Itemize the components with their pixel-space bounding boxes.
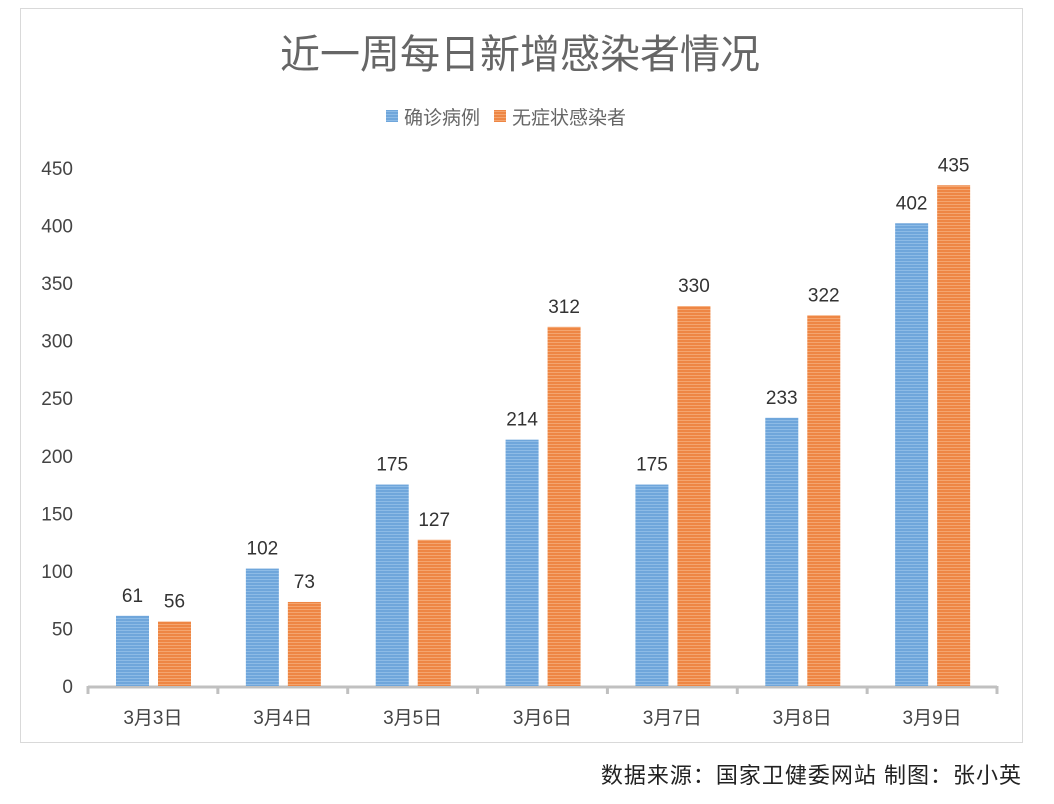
data-label: 56 [164, 592, 185, 613]
y-tick-label: 450 [41, 159, 73, 180]
legend-label: 无症状感染者 [512, 107, 626, 129]
x-axis: 3月3日 3月4日 3月5日 3月6日 3月7日 3月8日 3月9日 [86, 685, 999, 729]
data-label: 312 [548, 297, 580, 318]
bar [937, 185, 971, 686]
data-label: 330 [678, 276, 710, 297]
legend-swatch [386, 110, 398, 122]
chart-frame [20, 8, 1023, 743]
bar [677, 306, 711, 686]
y-tick-label: 400 [41, 217, 73, 238]
data-label: 175 [636, 455, 668, 476]
bar [375, 484, 409, 686]
data-label: 233 [766, 388, 798, 409]
legend-label: 确诊病例 [404, 107, 480, 129]
data-label: 175 [376, 455, 408, 476]
data-label: 73 [294, 572, 315, 593]
bar [895, 223, 929, 686]
y-axis: 0 50 100 150 200 250 300 350 400 450 [41, 159, 73, 698]
legend-swatch [494, 110, 506, 122]
y-tick-label: 300 [41, 332, 73, 353]
y-tick-label: 150 [41, 504, 73, 525]
bar [635, 484, 669, 686]
source-footer: 数据来源：国家卫健委网站 制图：张小英 [600, 763, 1022, 788]
x-tick-label: 3月5日 [383, 708, 442, 729]
bar [765, 417, 799, 686]
bar [807, 315, 841, 686]
legend: 确诊病例 无症状感染者 [386, 107, 626, 129]
chart-title: 近一周每日新增感染者情况 [280, 33, 760, 77]
bars: 61 102 175 214 175 233 402 56 73 127 312 330 322 435 [116, 155, 971, 686]
y-tick-label: 200 [41, 447, 73, 468]
x-tick-label: 3月9日 [903, 708, 962, 729]
x-tick-label: 3月7日 [643, 708, 702, 729]
y-tick-label: 50 [52, 619, 73, 640]
bar [505, 439, 539, 686]
x-tick-label: 3月8日 [773, 708, 832, 729]
data-label: 102 [247, 539, 279, 560]
bar [417, 539, 451, 686]
x-tick-label: 3月6日 [513, 708, 572, 729]
bar [245, 568, 279, 686]
bar [547, 326, 581, 686]
data-label: 214 [506, 410, 538, 431]
data-label: 61 [122, 586, 143, 607]
data-label: 402 [896, 193, 928, 214]
data-label: 127 [418, 510, 450, 531]
bar [116, 615, 149, 686]
bar [287, 601, 321, 686]
y-tick-label: 250 [41, 389, 73, 410]
y-tick-label: 350 [41, 274, 73, 295]
data-label: 435 [938, 155, 970, 176]
x-tick-label: 3月4日 [253, 708, 312, 729]
bar [158, 621, 191, 686]
y-tick-label: 100 [41, 562, 73, 583]
y-tick-label: 0 [62, 677, 73, 698]
x-tick-label: 3月3日 [123, 708, 182, 729]
data-label: 322 [808, 285, 840, 306]
